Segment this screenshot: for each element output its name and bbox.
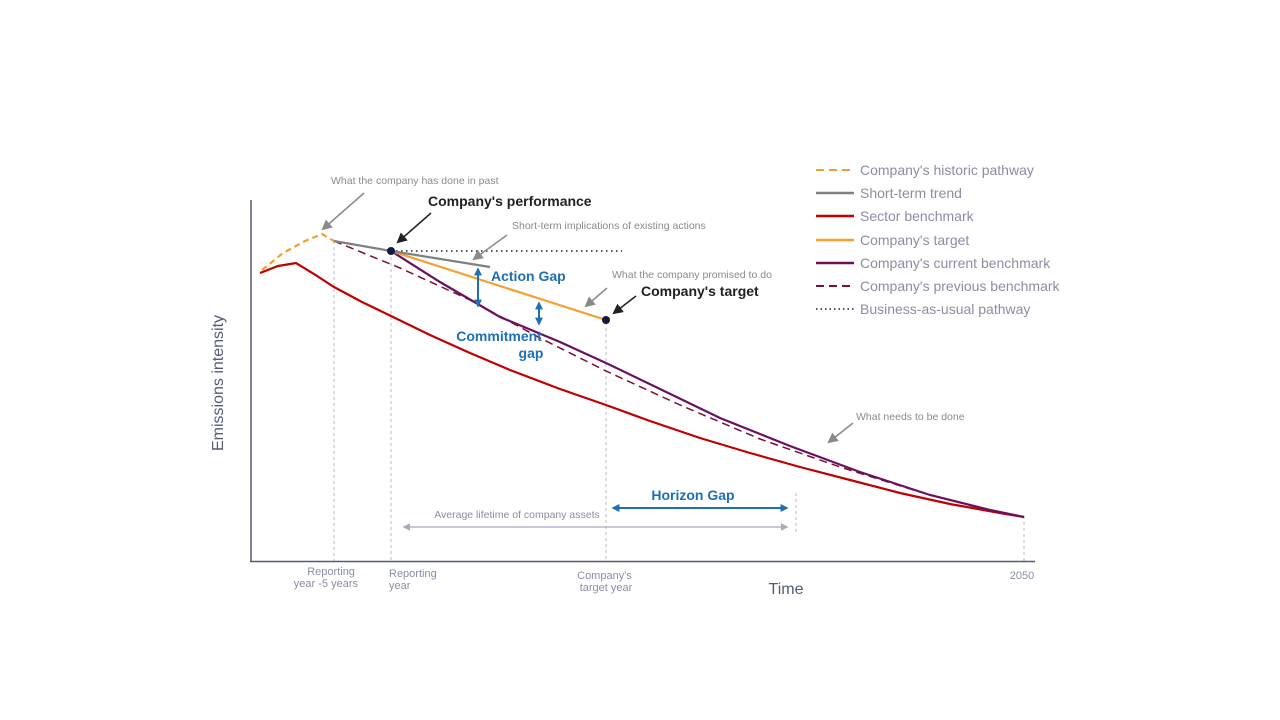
legend-item: Company's current benchmark: [816, 251, 1060, 274]
legend-swatch: [816, 214, 854, 218]
company-target-label: Company's target: [641, 283, 759, 299]
horizon-gap-label: Horizon Gap: [651, 487, 734, 503]
legend-label: Company's current benchmark: [860, 254, 1051, 271]
asset-lifetime-annotation: Average lifetime of company assets: [434, 509, 600, 521]
tick-label-reporting-year: Reporting year: [389, 568, 440, 592]
x-axis-label: Time: [769, 581, 804, 598]
company-target-line: [390, 249, 607, 322]
promised-pointer-arrow: [584, 287, 608, 308]
legend-swatch: [816, 261, 854, 265]
company-target-point: [602, 316, 610, 324]
tick-label-reporting-year-minus-5: Reporting year -5 years: [294, 566, 359, 590]
short-term-annotation: Short-term implications of existing acti…: [512, 220, 706, 232]
sector-benchmark-line: [259, 261, 1025, 519]
legend-item: Business-as-usual pathway: [816, 298, 1060, 321]
tick-label-target-year: Company's target year: [577, 570, 635, 594]
legend-item: Short-term trend: [816, 181, 1060, 204]
needs-annotation: What needs to be done: [856, 411, 965, 423]
legend-swatch: [816, 308, 854, 311]
legend-item: Company's previous benchmark: [816, 274, 1060, 297]
promised-annotation: What the company promised to do: [612, 269, 772, 281]
legend-item: Company's target: [816, 228, 1060, 251]
past-annotation: What the company has done in past: [331, 175, 499, 187]
company-performance-label: Company's performance: [428, 193, 592, 209]
past-pointer-arrow: [321, 192, 365, 231]
tick-label-2050: 2050: [1010, 570, 1034, 582]
legend-label: Business-as-usual pathway: [860, 301, 1031, 318]
legend-swatch: [816, 285, 854, 288]
commitment-gap-label: Commitment gap: [456, 328, 545, 361]
legend-label: Short-term trend: [860, 184, 962, 201]
y-axis-label: Emissions intensity: [210, 315, 227, 451]
legend-swatch: [816, 191, 854, 195]
legend-swatch: [816, 168, 854, 171]
action-gap-label: Action Gap: [491, 268, 566, 284]
legend-label: Company's previous benchmark: [860, 278, 1060, 295]
legend-label: Company's target: [860, 231, 970, 248]
legend-label: Sector benchmark: [860, 208, 974, 225]
short-term-pointer-arrow: [472, 234, 508, 261]
legend-item: Sector benchmark: [816, 205, 1060, 228]
previous-benchmark-line: [333, 240, 1025, 518]
legend-swatch: [816, 238, 854, 241]
guide-lines: [333, 241, 1025, 561]
performance-pointer-arrow: [396, 212, 432, 244]
current-benchmark-line: [390, 250, 1025, 519]
legend-label: Company's historic pathway: [860, 161, 1034, 178]
historic-pathway-line: [261, 232, 335, 271]
company-performance-point: [387, 247, 395, 255]
needs-pointer-arrow: [827, 422, 854, 444]
legend: Company's historic pathway Short-term tre…: [816, 158, 1060, 321]
target-pointer-arrow: [612, 295, 637, 315]
legend-item: Company's historic pathway: [816, 158, 1060, 181]
